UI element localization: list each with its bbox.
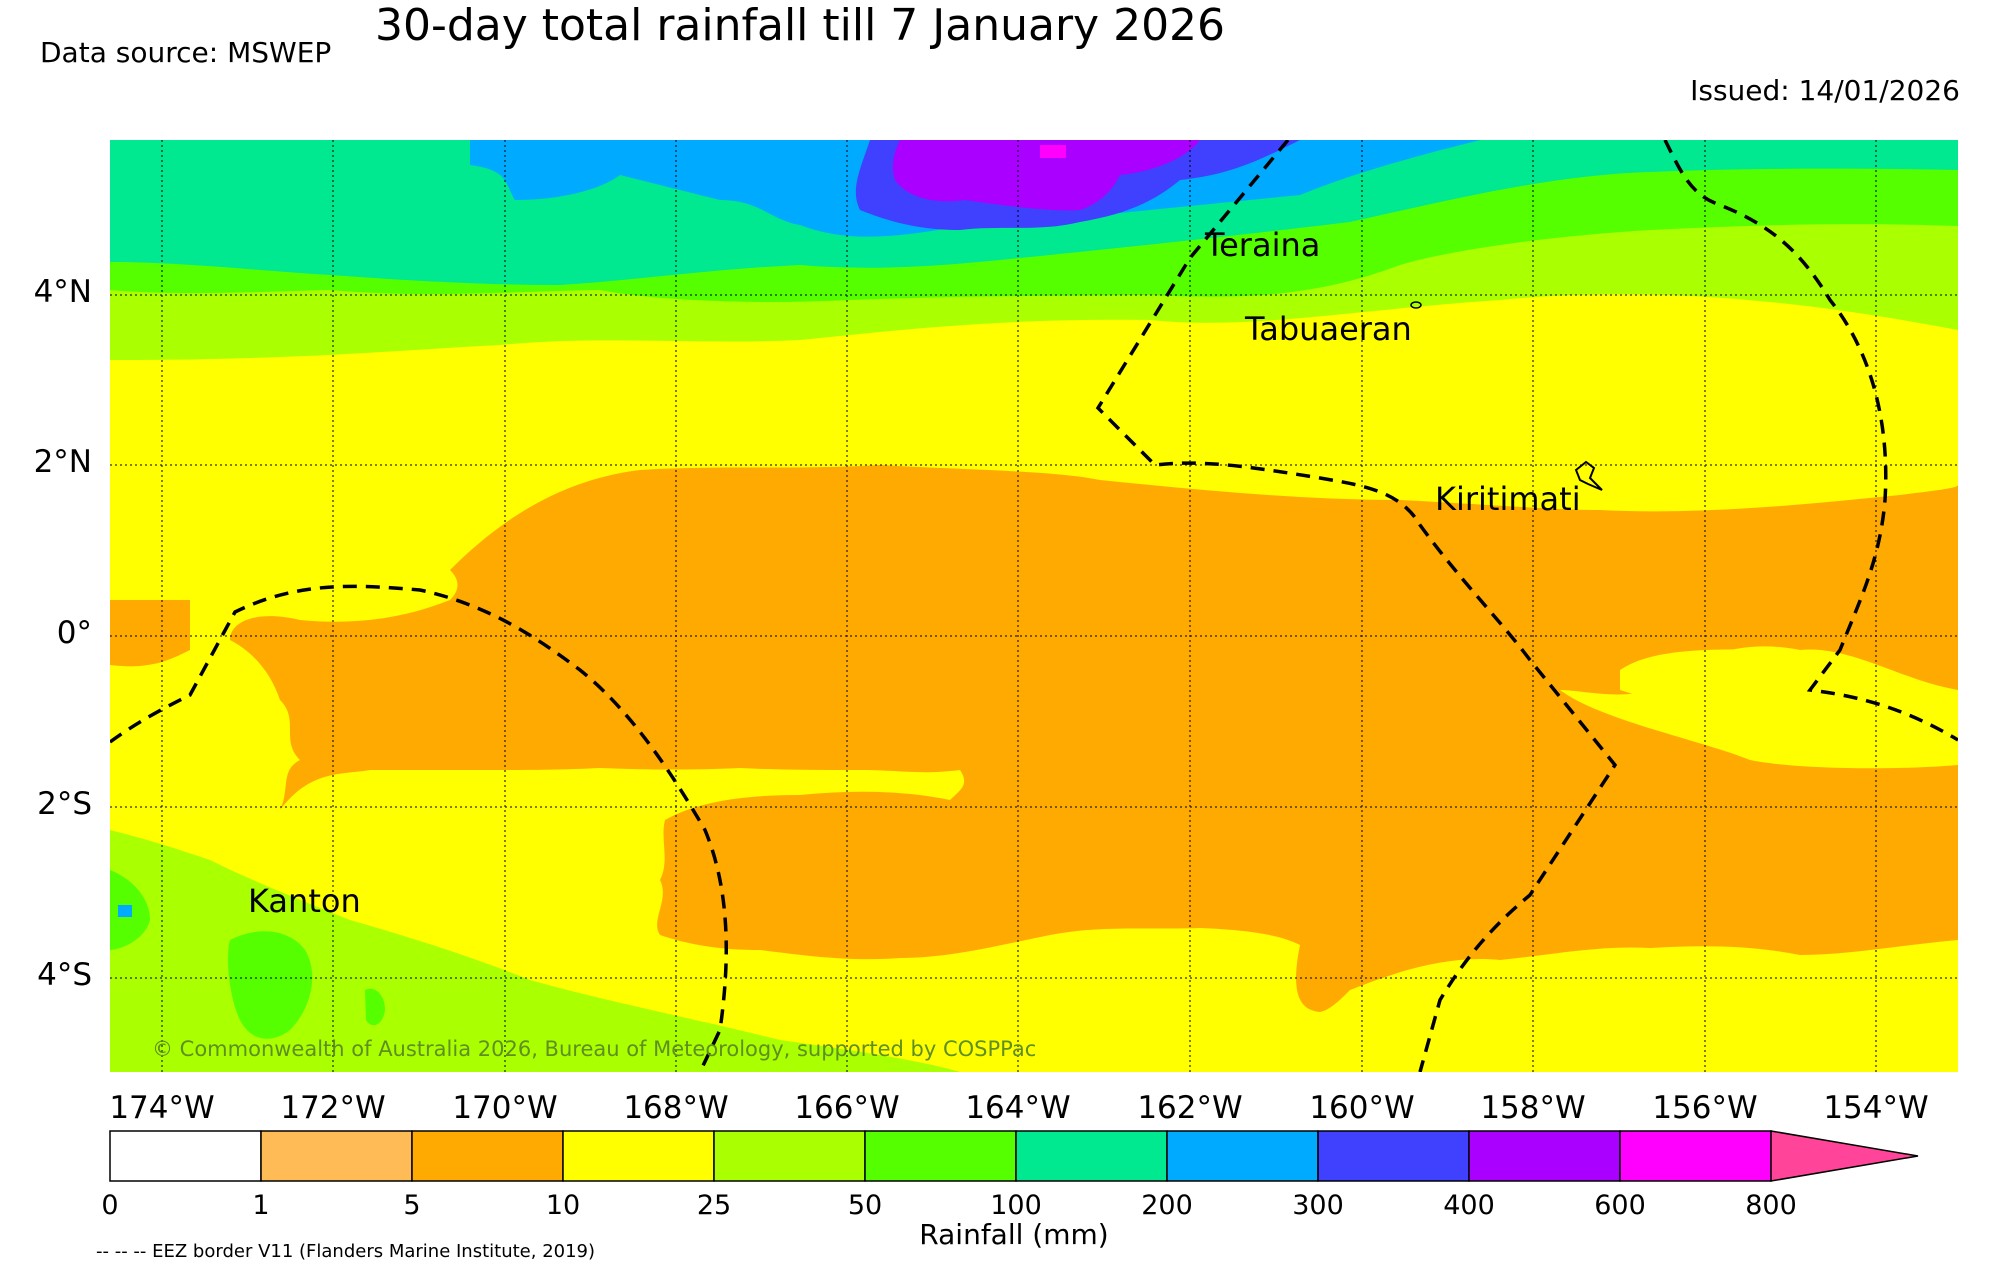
colorbar-swatch [411,1130,564,1182]
lon-label: 154°W [1823,1090,1929,1126]
lat-label: 2°N [33,444,92,480]
colorbar-swatch [1166,1130,1319,1182]
lon-label: 160°W [1309,1090,1415,1126]
place-label-kanton: Kanton [248,882,361,920]
band-10-25-east [1620,649,1870,722]
colorbar-tick-label: 300 [1292,1190,1344,1221]
lon-label: 172°W [280,1090,386,1126]
lat-label: 4°N [33,274,92,310]
colorbar-tick-label: 5 [403,1190,421,1221]
colorbar-tick-label: 50 [847,1190,883,1221]
eez-border-note: -- -- -- EEZ border V11 (Flanders Marine… [96,1241,596,1262]
eez-border-line-islands-east [1663,140,1958,742]
lat-label: 0° [56,615,92,651]
colorbar-swatch [562,1130,715,1182]
rainfall-field [110,140,1958,1072]
colorbar-tick-label: 10 [545,1190,581,1221]
colorbar-swatch [1619,1130,1772,1182]
colorbar-swatch [1015,1130,1168,1182]
colorbar-swatch [109,1130,262,1182]
colorbar-tick-label: 400 [1443,1190,1495,1221]
colorbar-tick-label: 0 [101,1190,119,1221]
issued-date-label: Issued: 14/01/2026 [1690,74,1960,107]
colorbar-tick-label: 600 [1594,1190,1646,1221]
copyright-notice: © Commonwealth of Australia 2026, Bureau… [152,1037,1037,1061]
lon-label: 164°W [965,1090,1071,1126]
colorbar-tick-label: 100 [990,1190,1042,1221]
colorbar-extend-arrow [1770,1130,1919,1182]
band-50-100-south [228,931,313,1039]
colorbar-tick-label: 200 [1141,1190,1193,1221]
colorbar-swatch [713,1130,866,1182]
band-5-10-west [110,600,190,667]
kiritimati-outline [1574,460,1603,491]
band-200-300-spot [118,905,132,917]
colorbar-swatch [260,1130,413,1182]
band-50-100-spot [365,988,385,1026]
lon-label: 162°W [1137,1090,1243,1126]
lon-label: 166°W [794,1090,900,1126]
place-label-teraina: Teraina [1205,226,1321,264]
data-source-label: Data source: MSWEP [40,36,332,69]
eez-borders [110,140,1958,1072]
colorbar [109,1130,1919,1182]
lat-label: 4°S [37,957,92,993]
lon-label: 168°W [623,1090,729,1126]
colorbar-tick-label: 25 [696,1190,732,1221]
colorbar-swatch [1317,1130,1470,1182]
lon-label: 170°W [452,1090,558,1126]
lat-label: 2°S [37,786,92,822]
eez-border-kanton [110,584,728,1072]
colorbar-tick-label: 800 [1745,1190,1797,1221]
colorbar-title: Rainfall (mm) [919,1218,1109,1251]
band-400-600 [892,140,1200,211]
eez-border-line-islands-central [1095,140,1618,1072]
band-5-10 [230,465,1958,1012]
chart-title: 30-day total rainfall till 7 January 202… [374,0,1226,51]
lon-label: 174°W [109,1090,215,1126]
place-label-tabuaeran: Tabuaeran [1245,310,1412,348]
band-600-800 [1040,145,1066,158]
lon-label: 158°W [1480,1090,1586,1126]
colorbar-swatch [1468,1130,1621,1182]
colorbar-swatch [864,1130,1017,1182]
colorbar-tick-label: 1 [252,1190,270,1221]
map-grid [110,140,1958,1072]
place-label-kiritimati: Kiritimati [1435,480,1581,518]
band-25-50-south [110,830,960,1072]
lon-label: 156°W [1652,1090,1758,1126]
tabuaeran-outline [1410,301,1422,309]
